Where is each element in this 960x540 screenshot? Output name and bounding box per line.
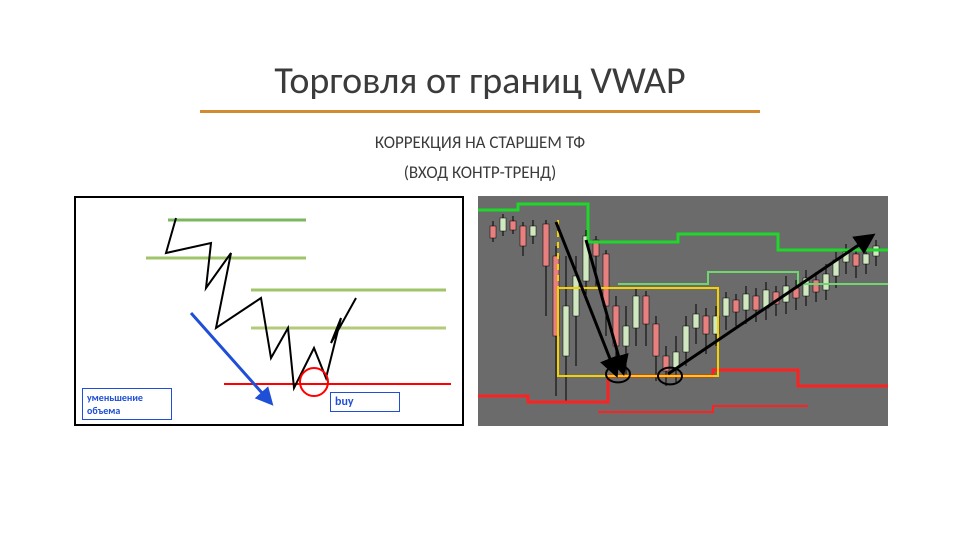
mid-band-line — [618, 272, 888, 284]
candle-body — [623, 326, 629, 346]
upper-band-line — [478, 204, 888, 250]
buy-label: buy — [330, 392, 400, 412]
subtitle-2: (ВХОД КОНТР-ТРЕНД) — [0, 162, 960, 183]
candle-body — [853, 254, 859, 266]
candle-body — [863, 254, 869, 264]
candle-body — [603, 254, 609, 306]
lower-band-line — [478, 370, 888, 402]
candle-body — [633, 296, 639, 328]
candle-body — [813, 280, 819, 292]
candle-body — [723, 298, 729, 316]
candle-body — [530, 226, 536, 236]
candle-body — [703, 316, 709, 334]
candle-body — [490, 226, 496, 238]
title-underline — [200, 110, 760, 113]
candle-body — [643, 296, 649, 324]
candle-body — [500, 218, 506, 231]
candle-body — [563, 306, 569, 356]
candle-body — [823, 274, 829, 290]
volume-decrease-label: уменьшение объема — [82, 388, 172, 420]
candle-body — [743, 294, 749, 310]
candle-body — [733, 300, 739, 312]
candle-body — [693, 314, 699, 328]
candle-body — [520, 226, 526, 246]
candle-body — [510, 221, 516, 230]
lower-band-line-2 — [598, 406, 808, 412]
subtitle-1: КОРРЕКЦИЯ НА СТАРШЕМ ТФ — [0, 132, 960, 153]
entry-circle — [300, 368, 328, 396]
candle-body — [653, 324, 659, 356]
candle-body — [543, 224, 549, 266]
candle-body — [683, 326, 689, 352]
price-polyline — [166, 218, 356, 388]
candle-body — [753, 296, 759, 310]
schematic-chart-panel: уменьшение объема buy — [74, 196, 464, 426]
candlestick-chart-panel — [478, 196, 888, 426]
page-title: Торговля от границ VWAP — [0, 58, 960, 104]
trend-arrow — [668, 236, 872, 374]
